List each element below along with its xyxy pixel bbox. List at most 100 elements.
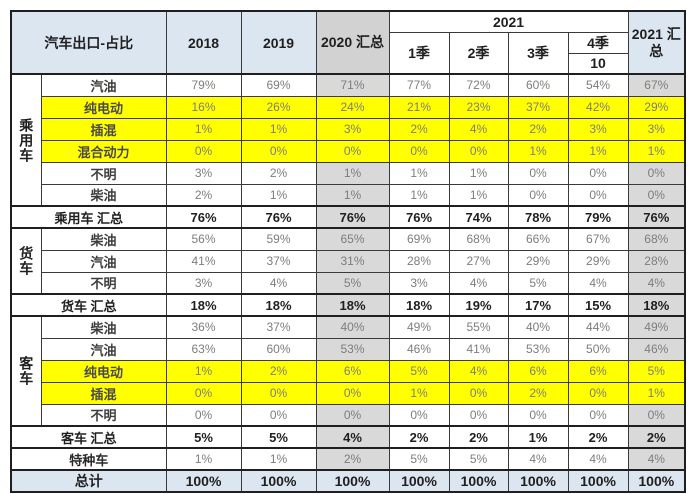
group-total-label: 货车 汇总 xyxy=(10,293,167,317)
value-cell: 26% xyxy=(240,95,317,119)
value-cell: 2% xyxy=(507,117,569,141)
value-cell: 3% xyxy=(567,117,629,141)
value-cell: 100% xyxy=(448,469,509,493)
value-cell: 15% xyxy=(567,293,629,317)
value-cell: 42% xyxy=(567,95,629,119)
value-cell: 79% xyxy=(165,73,242,97)
value-cell: 0% xyxy=(315,381,390,405)
value-cell: 4% xyxy=(240,271,317,295)
col-header-q2: 2季 xyxy=(448,31,509,75)
fuel-row: 汽油 41% 37% 31% 28% 27% 29% 29% 28% xyxy=(11,249,686,273)
value-cell: 1% xyxy=(507,139,569,163)
col-header-2018: 2018 xyxy=(165,10,242,75)
value-cell: 18% xyxy=(165,293,242,317)
value-cell: 68% xyxy=(627,227,686,251)
value-cell: 2% xyxy=(165,183,242,207)
value-cell: 5% xyxy=(388,359,450,383)
value-cell: 0% xyxy=(240,403,317,427)
value-cell: 1% xyxy=(627,139,686,163)
value-cell: 79% xyxy=(567,205,629,229)
value-cell: 74% xyxy=(448,205,509,229)
value-cell: 60% xyxy=(240,337,317,361)
value-cell: 41% xyxy=(448,337,509,361)
fuel-label-cell: 柴油 xyxy=(40,227,167,251)
value-cell: 0% xyxy=(165,139,242,163)
group-total-row: 客车 汇总 5% 5% 4% 2% 2% 1% 2% 2% xyxy=(10,425,686,449)
group-total-label: 乘用车 汇总 xyxy=(10,205,167,229)
value-cell: 18% xyxy=(240,293,317,317)
col-header-q3: 3季 xyxy=(507,31,569,75)
value-cell: 18% xyxy=(627,293,686,317)
fuel-row: 纯电动 1% 2% 6% 5% 4% 6% 6% 5% xyxy=(11,359,686,383)
value-cell: 2% xyxy=(240,359,317,383)
value-cell: 100% xyxy=(567,469,629,493)
value-cell: 2% xyxy=(315,447,390,471)
value-cell: 1% xyxy=(240,447,317,471)
value-cell: 0% xyxy=(165,381,242,405)
value-cell: 18% xyxy=(388,293,450,317)
fuel-label-cell: 汽油 xyxy=(40,337,167,361)
value-cell: 1% xyxy=(388,161,450,185)
value-cell: 5% xyxy=(627,359,686,383)
table-title: 汽车出口-占比 xyxy=(10,10,167,75)
fuel-row: 不明 3% 4% 5% 3% 4% 5% 4% 4% xyxy=(11,271,686,295)
table-body: 乘用车 汽油 79% 69% 71% 77% 72% 60% 54% 67% 纯电动 16% 26% 24… xyxy=(10,73,686,493)
value-cell: 0% xyxy=(315,403,390,427)
grand-total-label: 总计 xyxy=(10,469,167,493)
fuel-row: 插混 0% 0% 0% 1% 0% 2% 0% 1% xyxy=(11,381,686,405)
col-header-2020-total: 2020 汇总 xyxy=(315,10,390,75)
value-cell: 100% xyxy=(240,469,317,493)
col-header-2021-total: 2021 汇总 xyxy=(627,10,686,75)
fuel-label-cell: 不明 xyxy=(40,271,167,295)
value-cell: 3% xyxy=(165,271,242,295)
value-cell: 0% xyxy=(507,183,569,207)
value-cell: 50% xyxy=(567,337,629,361)
value-cell: 0% xyxy=(448,139,509,163)
value-cell: 6% xyxy=(315,359,390,383)
value-cell: 100% xyxy=(388,469,450,493)
value-cell: 100% xyxy=(627,469,686,493)
value-cell: 59% xyxy=(240,227,317,251)
value-cell: 68% xyxy=(448,227,509,251)
value-cell: 77% xyxy=(388,73,450,97)
value-cell: 49% xyxy=(388,315,450,339)
value-cell: 67% xyxy=(627,73,686,97)
value-cell: 67% xyxy=(567,227,629,251)
value-cell: 40% xyxy=(507,315,569,339)
value-cell: 5% xyxy=(315,271,390,295)
value-cell: 0% xyxy=(448,403,509,427)
value-cell: 31% xyxy=(315,249,390,273)
value-cell: 4% xyxy=(627,271,686,295)
value-cell: 100% xyxy=(315,469,390,493)
value-cell: 28% xyxy=(627,249,686,273)
value-cell: 23% xyxy=(448,95,509,119)
value-cell: 4% xyxy=(315,425,390,449)
group-total-label: 客车 汇总 xyxy=(10,425,167,449)
value-cell: 53% xyxy=(507,337,569,361)
value-cell: 4% xyxy=(567,447,629,471)
fuel-row: 插混 1% 1% 3% 2% 4% 2% 3% 3% xyxy=(11,117,686,141)
value-cell: 60% xyxy=(507,73,569,97)
value-cell: 21% xyxy=(388,95,450,119)
value-cell: 18% xyxy=(315,293,390,317)
value-cell: 76% xyxy=(315,205,390,229)
value-cell: 63% xyxy=(165,337,242,361)
fuel-label-cell: 不明 xyxy=(40,403,167,427)
value-cell: 0% xyxy=(448,381,509,405)
fuel-row: 汽油 63% 60% 53% 46% 41% 53% 50% 46% xyxy=(11,337,686,361)
value-cell: 6% xyxy=(507,359,569,383)
value-cell: 1% xyxy=(388,183,450,207)
value-cell: 29% xyxy=(567,249,629,273)
group-label-cell: 货车 xyxy=(10,227,42,295)
fuel-label-cell: 纯电动 xyxy=(40,95,167,119)
value-cell: 69% xyxy=(388,227,450,251)
value-cell: 41% xyxy=(165,249,242,273)
value-cell: 0% xyxy=(165,403,242,427)
value-cell: 0% xyxy=(240,139,317,163)
fuel-row: 不明 3% 2% 1% 1% 1% 0% 0% 0% xyxy=(11,161,686,185)
value-cell: 69% xyxy=(240,73,317,97)
fuel-label-cell: 混合动力 xyxy=(40,139,167,163)
fuel-label-cell: 纯电动 xyxy=(40,359,167,383)
value-cell: 2% xyxy=(448,425,509,449)
value-cell: 1% xyxy=(627,381,686,405)
